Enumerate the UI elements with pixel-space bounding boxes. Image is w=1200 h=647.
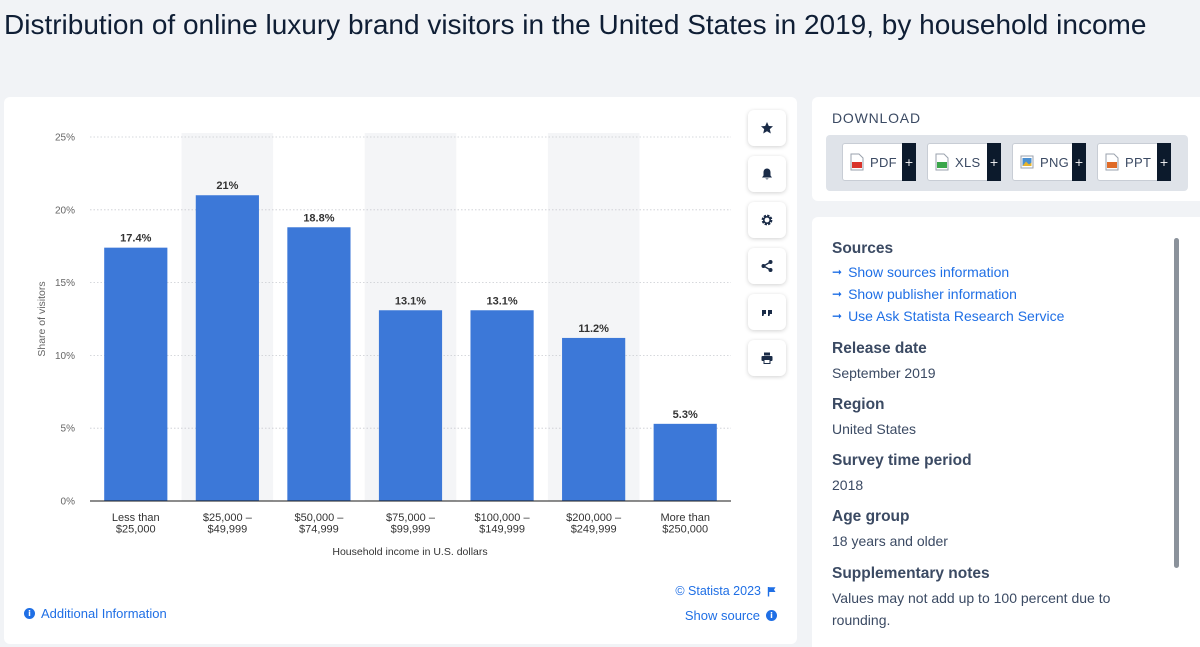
download-png-button[interactable]: PNG + — [1012, 143, 1086, 181]
x-tick-label: $200,000 – $249,999 — [566, 512, 622, 536]
region-value: United States — [832, 421, 917, 437]
bar — [562, 337, 626, 501]
download-xls-button[interactable]: XLS + — [927, 143, 1001, 181]
x-tick-label: $100,000 – $149,999 — [475, 512, 531, 536]
survey-period-heading: Survey time period — [832, 452, 972, 469]
y-tick-label: 25% — [55, 133, 75, 144]
xls-options[interactable]: + — [987, 143, 1001, 181]
x-tick-label: Less than $25,000 — [112, 512, 160, 536]
data-label: 21% — [216, 180, 238, 192]
pdf-options[interactable]: + — [902, 143, 916, 181]
sources-heading: Sources — [832, 240, 894, 257]
bar — [378, 310, 443, 501]
share-button[interactable] — [748, 248, 786, 284]
bar — [470, 310, 534, 501]
png-label: PNG — [1040, 154, 1070, 170]
y-tick-label: 0% — [61, 497, 76, 508]
ask-statista-label: Use Ask Statista Research Service — [848, 308, 1065, 324]
supplementary-notes-value: Values may not add up to 100 percent due… — [832, 590, 1111, 628]
png-options[interactable]: + — [1072, 143, 1086, 181]
arrow-right-icon: ➞ — [832, 265, 843, 279]
age-group-heading: Age group — [832, 508, 910, 525]
bar — [104, 247, 168, 501]
cite-button[interactable] — [748, 294, 786, 330]
y-axis-label: Share of visitors — [36, 281, 48, 356]
show-publisher-label: Show publisher information — [848, 286, 1017, 302]
x-tick-label: $50,000 – $74,999 — [294, 512, 344, 536]
x-tick-label: $75,000 – $99,999 — [386, 512, 436, 536]
print-button[interactable] — [748, 340, 786, 376]
download-pdf-button[interactable]: PDF + — [842, 143, 916, 181]
release-date-value: September 2019 — [832, 365, 936, 381]
print-icon — [761, 352, 773, 364]
show-publisher-link[interactable]: ➞ Show publisher information — [832, 286, 1017, 302]
pdf-label: PDF — [870, 154, 897, 170]
survey-period-value: 2018 — [832, 477, 864, 493]
statistic-details-panel: Sources ➞ Show sources information ➞ Sho… — [812, 217, 1200, 647]
x-axis-label: Household income in U.S. dollars — [332, 546, 487, 558]
show-sources-link[interactable]: ➞ Show sources information — [832, 264, 1009, 280]
bar — [287, 227, 351, 501]
bar — [195, 195, 259, 501]
additional-information-label: Additional Information — [41, 606, 167, 621]
info-icon: i — [766, 610, 777, 621]
xls-file-icon — [935, 153, 949, 171]
xls-label: XLS — [955, 154, 981, 170]
y-tick-label: 20% — [55, 205, 75, 216]
data-label: 11.2% — [578, 323, 609, 335]
ask-statista-link[interactable]: ➞ Use Ask Statista Research Service — [832, 308, 1064, 324]
png-file-icon — [1020, 153, 1034, 171]
arrow-right-icon: ➞ — [832, 287, 843, 301]
quote-icon — [762, 310, 772, 316]
x-tick-label: More than $250,000 — [660, 512, 710, 536]
data-label: 5.3% — [673, 409, 698, 421]
share-icon — [761, 260, 773, 272]
notification-button[interactable] — [748, 156, 786, 192]
show-source-link[interactable]: Show source i — [685, 608, 777, 623]
region-heading: Region — [832, 396, 885, 413]
download-ppt-button[interactable]: PPT + — [1097, 143, 1171, 181]
bell-icon — [762, 168, 772, 180]
show-source-label: Show source — [684, 608, 760, 623]
ppt-options[interactable]: + — [1157, 143, 1171, 181]
info-icon: i — [24, 608, 35, 619]
ppt-label: PPT — [1125, 154, 1152, 170]
bar — [653, 423, 717, 501]
additional-information-link[interactable]: i Additional Information — [24, 606, 167, 621]
download-panel: DOWNLOAD PDF + XLS + PNG + PPT + — [812, 97, 1200, 201]
data-label: 17.4% — [120, 233, 151, 245]
release-date-heading: Release date — [832, 340, 927, 357]
download-tray: PDF + XLS + PNG + PPT + — [826, 135, 1188, 191]
copyright: © Statista 2023 — [675, 584, 777, 598]
y-tick-label: 10% — [55, 351, 75, 362]
x-tick-label: $25,000 – $49,999 — [203, 512, 253, 536]
data-label: 13.1% — [395, 295, 426, 307]
page-title: Distribution of online luxury brand visi… — [4, 9, 1147, 40]
data-label: 13.1% — [486, 295, 517, 307]
favorite-button[interactable] — [748, 110, 786, 146]
data-label: 18.8% — [303, 212, 334, 224]
bar-chart: 0% 5% 10% 15% 20% 25% Less than $25,000 $25,000… — [36, 133, 731, 558]
y-tick-label: 15% — [55, 278, 75, 289]
supplementary-notes-heading: Supplementary notes — [832, 565, 990, 582]
age-group-value: 18 years and older — [832, 533, 948, 549]
arrow-right-icon: ➞ — [832, 309, 843, 323]
ppt-file-icon — [1105, 153, 1119, 171]
chart-card: 0% 5% 10% 15% 20% 25% Less than $25,000 $25,000… — [4, 97, 797, 644]
y-tick-label: 5% — [61, 424, 76, 435]
gear-icon — [761, 214, 773, 226]
copyright-label: © Statista 2023 — [675, 584, 761, 598]
download-title: DOWNLOAD — [832, 110, 921, 126]
scrollbar[interactable] — [1174, 238, 1179, 568]
star-icon — [761, 122, 773, 134]
pdf-file-icon — [850, 153, 864, 171]
settings-button[interactable] — [748, 202, 786, 238]
flag-icon — [767, 586, 776, 596]
show-sources-label: Show sources information — [848, 264, 1010, 280]
